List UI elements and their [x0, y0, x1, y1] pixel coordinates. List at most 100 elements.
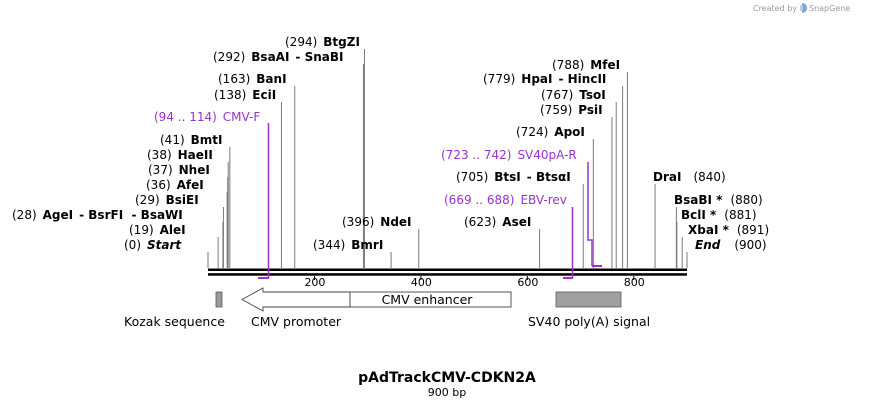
site-enzyme-name: AfeI: [177, 178, 204, 192]
site-ecii[interactable]: (138) EciI: [214, 88, 276, 102]
site-pos: (36): [146, 178, 171, 192]
site-nhei[interactable]: (37) NheI: [148, 163, 210, 177]
site-enzyme-name: HpaI: [521, 72, 552, 86]
site-bsiei[interactable]: (29) BsiEI: [135, 193, 199, 207]
site-enzyme-name: AgeI: [43, 208, 73, 222]
site-xbai[interactable]: XbaI * (891): [688, 223, 769, 237]
site-bsabi[interactable]: BsaBI * (880): [674, 193, 763, 207]
site-pos: (724): [516, 125, 548, 139]
site-pos: (292): [213, 50, 245, 64]
site-end[interactable]: End (900): [695, 238, 767, 252]
ruler-tick-label: 200: [304, 276, 325, 289]
site-haeii[interactable]: (38) HaeII: [147, 148, 213, 162]
site-drai[interactable]: DraI (840): [653, 170, 726, 184]
primer-range: (669 .. 688): [444, 193, 514, 207]
feature-cmv-enhancer-label: CMV enhancer: [382, 292, 474, 307]
site-asei[interactable]: (623) AseI: [464, 215, 531, 229]
site-afei[interactable]: (36) AfeI: [146, 178, 204, 192]
site-enzyme-name: BmtI: [191, 133, 223, 147]
primer-marker-cmv-f[interactable]: [258, 123, 270, 279]
site-bsaai[interactable]: (292) BsaAI - SnaBI: [213, 50, 343, 64]
site-enzyme-name: BtgZI: [323, 35, 360, 49]
site-enzyme-name: BtsI: [494, 170, 521, 184]
primer-range: (94 .. 114): [154, 110, 217, 124]
site-pos: (705): [456, 170, 488, 184]
feature-kozak-label: Kozak sequence: [124, 314, 225, 329]
site-leaders: [207, 49, 688, 268]
primer-sv40pa-r[interactable]: (723 .. 742) SV40pA-R: [441, 148, 577, 162]
ruler-tick-label: 400: [411, 276, 432, 289]
site-pos: (344): [313, 238, 345, 252]
site-enzyme-name: BsaBI *: [674, 193, 723, 207]
site-pos: (0): [124, 238, 141, 252]
site-enzyme-isoschizomer: - BsrFI - BsaWI: [79, 208, 183, 222]
site-hpai[interactable]: (779) HpaI - HincII: [483, 72, 606, 86]
site-pos: (900): [734, 238, 766, 252]
site-pos: (881): [724, 208, 756, 222]
site-enzyme-name: PsiI: [578, 103, 602, 117]
site-bcli[interactable]: BclI * (881): [681, 208, 757, 222]
feature-cmv-enhancer[interactable]: [349, 291, 512, 308]
sequence-backbone[interactable]: [208, 268, 687, 276]
site-bmri[interactable]: (344) BmrI: [313, 238, 383, 252]
feature-sv40-polya[interactable]: [555, 291, 622, 308]
primer-ebv-rev[interactable]: (669 .. 688) EBV-rev: [444, 193, 567, 207]
site-pos: (29): [135, 193, 160, 207]
plasmid-length: 900 bp: [428, 386, 466, 399]
ruler-tick-label: 600: [517, 276, 538, 289]
site-enzyme-isoschizomer: - SnaBI: [295, 50, 343, 64]
site-pos: (891): [737, 223, 769, 237]
site-mfei[interactable]: (788) MfeI: [552, 58, 620, 72]
site-start[interactable]: (0) Start: [124, 238, 182, 252]
site-apoi[interactable]: (724) ApoI: [516, 125, 585, 139]
site-bmti[interactable]: (41) BmtI: [160, 133, 223, 147]
site-enzyme-name: BanI: [256, 72, 286, 86]
primer-marker-ebv-rev[interactable]: [563, 207, 574, 279]
site-pos: (788): [552, 58, 584, 72]
site-enzyme-name: BsiEI: [166, 193, 199, 207]
site-pos: (41): [160, 133, 185, 147]
ruler-tick-label: 800: [624, 276, 645, 289]
site-tsoi[interactable]: (767) TsoI: [541, 88, 606, 102]
site-enzyme-name: Start: [147, 238, 182, 252]
site-enzyme-name: AleI: [160, 223, 186, 237]
site-pos: (880): [730, 193, 762, 207]
primer-name: SV40pA-R: [517, 148, 576, 162]
site-agei[interactable]: (28) AgeI - BsrFI - BsaWI: [12, 208, 183, 222]
site-enzyme-name: MfeI: [590, 58, 620, 72]
feature-cmv-promoter[interactable]: [241, 287, 351, 312]
site-enzyme-name: BclI *: [681, 208, 717, 222]
site-pos: (767): [541, 88, 573, 102]
site-ndei[interactable]: (396) NdeI: [342, 215, 412, 229]
site-alei[interactable]: (19) AleI: [129, 223, 186, 237]
credit-created-by: Created by: [753, 4, 797, 13]
site-enzyme-name: NdeI: [380, 215, 411, 229]
site-enzyme-name: End: [695, 238, 721, 252]
site-bani[interactable]: (163) BanI: [218, 72, 287, 86]
primer-range: (723 .. 742): [441, 148, 511, 162]
feature-sv40-polya-label: SV40 poly(A) signal: [528, 314, 650, 329]
site-pos: (759): [540, 103, 572, 117]
plasmid-title: pAdTrackCMV-CDKN2A: [358, 370, 536, 386]
primer-marker-sv40pa-r[interactable]: [587, 162, 602, 267]
site-pos: (163): [218, 72, 250, 86]
site-enzyme-name: DraI: [653, 170, 681, 184]
site-btgzi[interactable]: (294) BtgZI: [285, 35, 360, 49]
site-enzyme-name: ApoI: [554, 125, 585, 139]
site-enzyme-name: NheI: [179, 163, 210, 177]
site-pos: (294): [285, 35, 317, 49]
site-psii[interactable]: (759) PsiI: [540, 103, 603, 117]
primer-name: EBV-rev: [520, 193, 566, 207]
site-pos: (19): [129, 223, 154, 237]
snapgene-logo-icon: [800, 3, 807, 13]
site-pos: (779): [483, 72, 515, 86]
feature-kozak-sequence[interactable]: [215, 291, 223, 308]
site-btsi[interactable]: (705) BtsI - BtsαI: [456, 170, 571, 184]
primer-cmv-f[interactable]: (94 .. 114) CMV-F: [154, 110, 260, 124]
site-pos: (840): [693, 170, 725, 184]
site-enzyme-name: EciI: [252, 88, 276, 102]
site-enzyme-isoschizomer: - BtsαI: [527, 170, 571, 184]
site-pos: (623): [464, 215, 496, 229]
site-enzyme-name: XbaI *: [688, 223, 730, 237]
